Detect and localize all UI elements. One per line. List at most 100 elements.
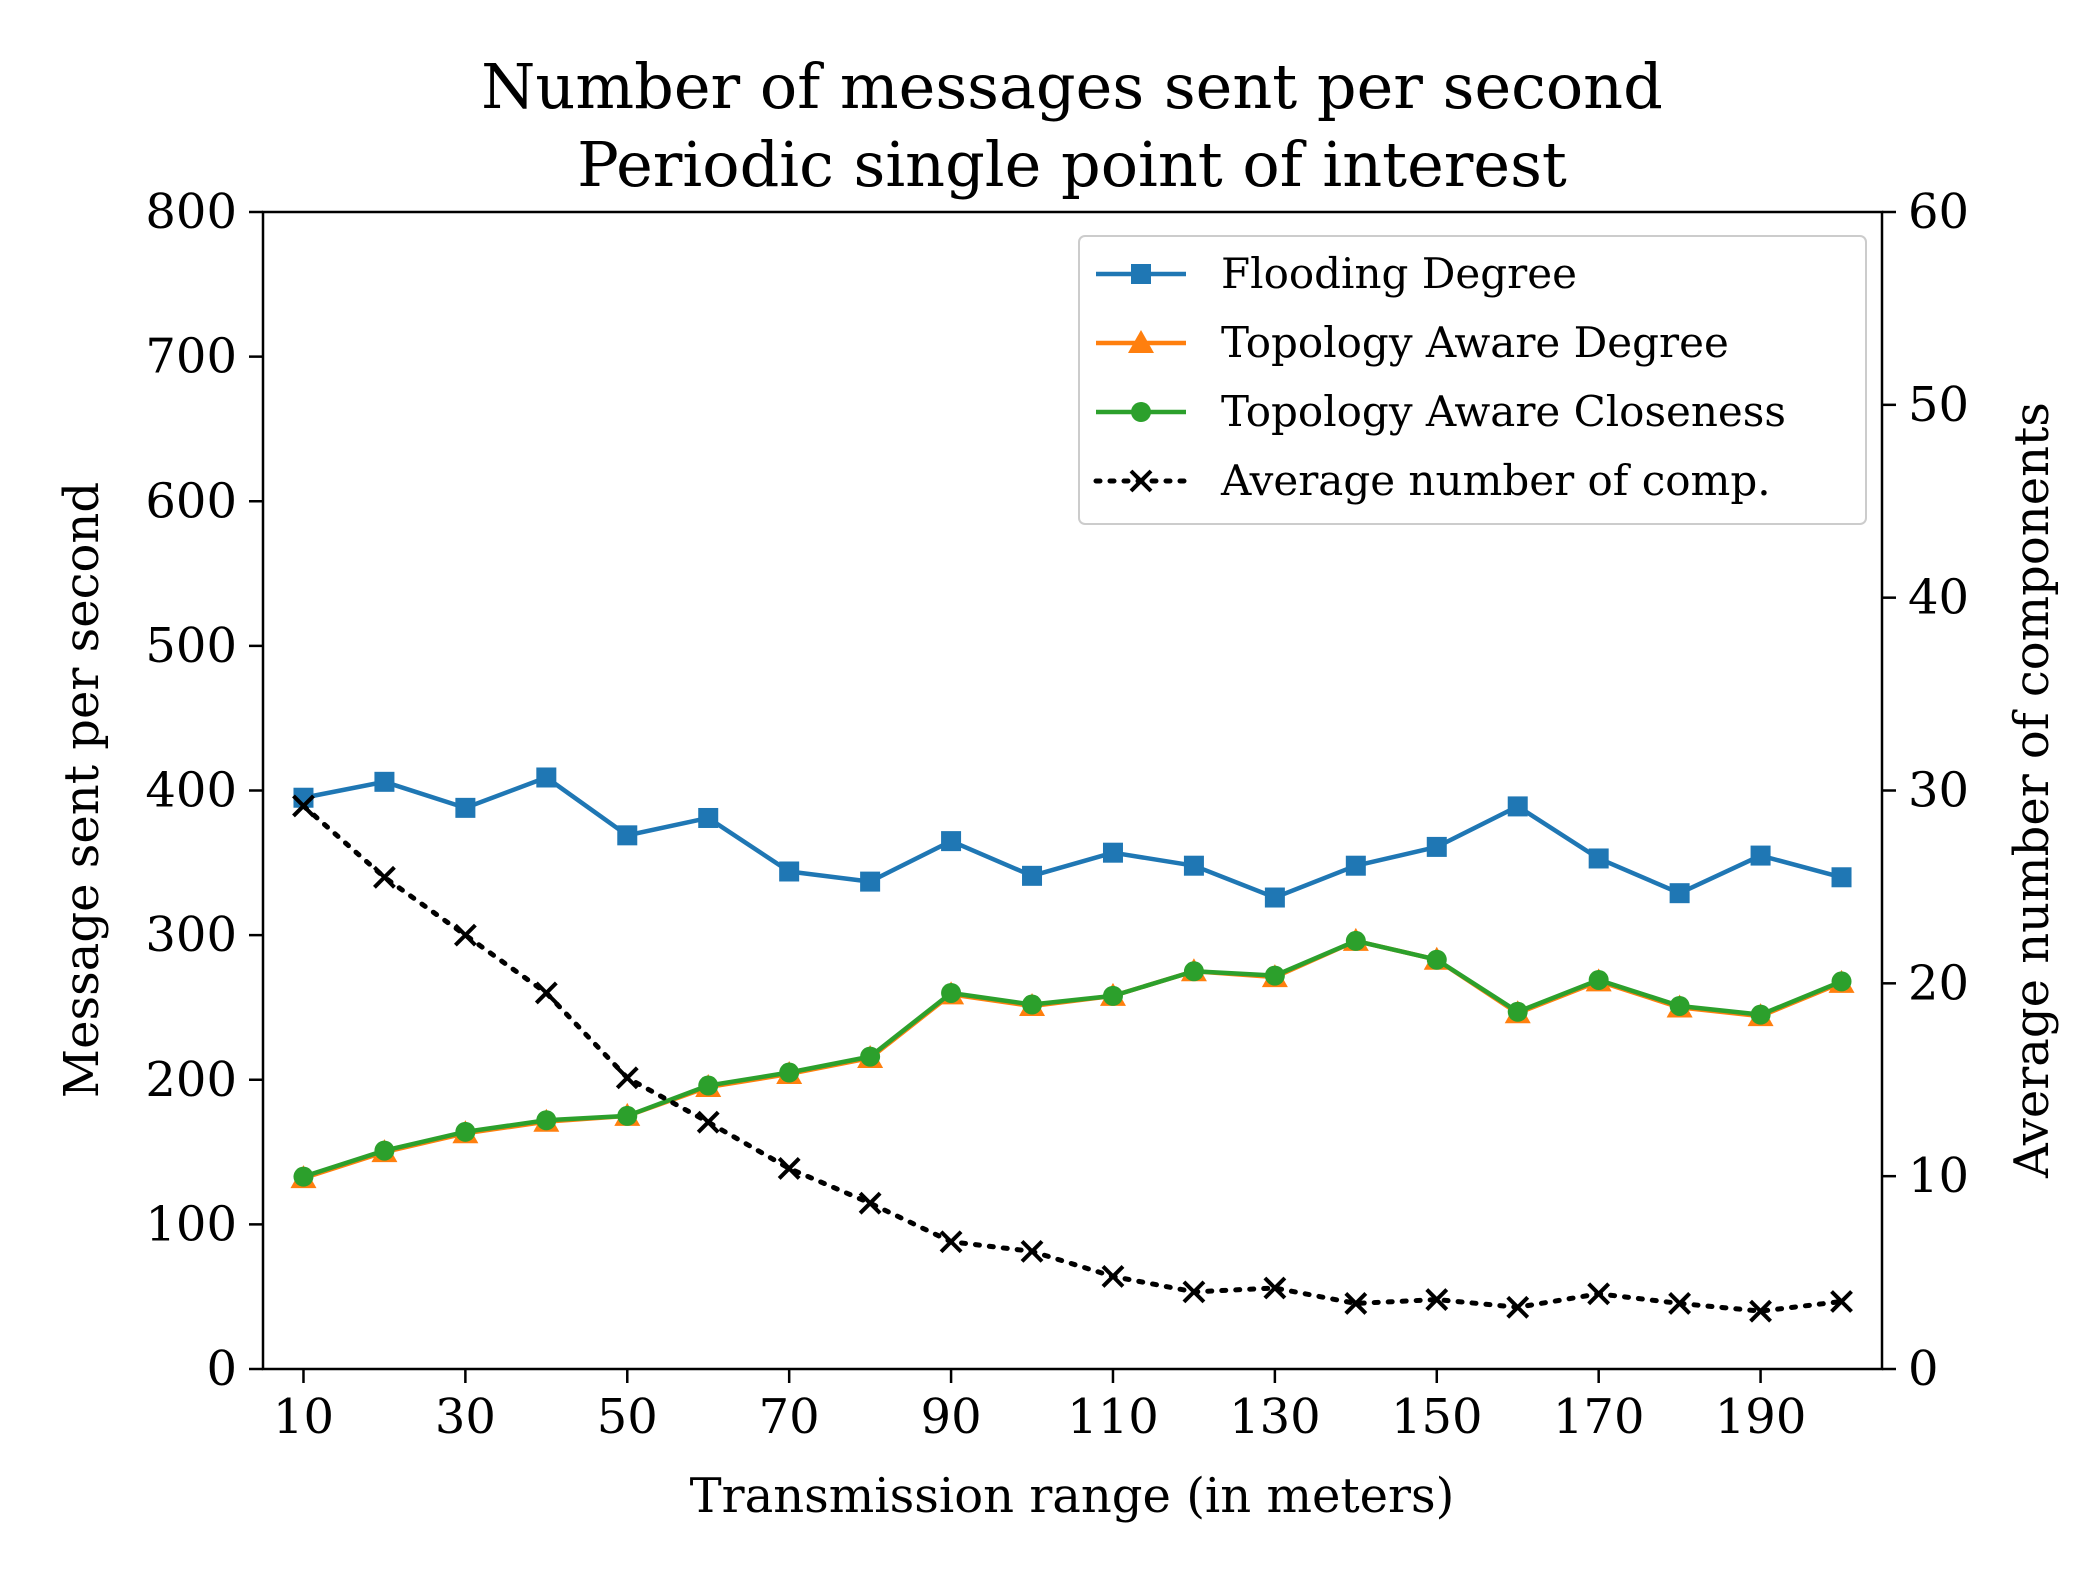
y-axis-right: 0 10 20 30 40 50 60 [1882,184,1969,1397]
data-point [777,1157,801,1180]
data-point [941,982,962,1003]
data-point [1263,1276,1287,1300]
data-point [1830,1290,1853,1313]
data-point [455,1121,476,1142]
data-point [779,861,800,882]
y-axis-label: Message sent per second [54,482,110,1098]
data-point [293,1166,314,1187]
y-tick-label: 500 [145,618,237,674]
data-point [696,1110,720,1134]
data-point [1588,848,1609,869]
legend-marker [1129,469,1153,493]
data-point [1183,855,1204,876]
data-point [941,831,962,852]
x-axis: 10 30 50 70 90 110 130 150 170 190 [273,1369,1806,1445]
y2-tick-label: 40 [1908,570,1969,626]
data-point [1264,887,1285,908]
data-point [698,1075,719,1096]
data-point [1750,1004,1771,1025]
x-tick-label: 150 [1391,1389,1483,1445]
data-point [1182,1280,1206,1304]
data-point [1831,867,1852,888]
data-point [1345,930,1366,951]
data-point [453,923,477,947]
data-point [1022,994,1043,1015]
y-tick-label: 100 [145,1196,237,1252]
data-point [1426,836,1447,857]
data-point [860,871,881,892]
data-point [1102,985,1123,1006]
x-tick-label: 30 [435,1389,496,1445]
legend-marker [1131,264,1151,284]
data-point [374,771,395,792]
series-line [302,938,1843,1179]
x-tick-label: 10 [273,1389,334,1445]
y-tick-label: 600 [145,473,237,529]
data-point [292,794,315,818]
data-point [1668,1292,1692,1315]
data-point [1022,865,1043,886]
data-point [617,825,638,846]
data-point [536,767,557,788]
data-point [860,1046,881,1067]
data-point [1102,842,1123,863]
data-point [1183,961,1204,982]
series-3 [293,930,1852,1187]
x-tick-label: 50 [597,1389,658,1445]
y2-axis-label: Average number of components [2004,402,2060,1179]
x-axis-label: Transmission range (in meters) [690,1468,1455,1524]
x-tick-label: 170 [1553,1389,1645,1445]
y2-tick-label: 10 [1908,1148,1969,1204]
legend-entry: Topology Aware Degree [1096,318,1729,367]
data-point [455,797,476,818]
legend-label: Topology Aware Closeness [1221,387,1786,436]
legend-marker [1128,330,1154,353]
y-tick-label: 800 [145,184,237,240]
legend-entry: Topology Aware Closeness [1096,387,1786,436]
plot-series [290,767,1855,1323]
legend-label: Topology Aware Degree [1221,318,1729,367]
series-4 [292,794,1853,1323]
legend-entry: Flooding Degree [1096,249,1577,298]
data-point [1749,1299,1772,1323]
legend-marker [1131,402,1151,422]
data-point [1101,1265,1125,1288]
y-tick-label: 400 [145,763,237,819]
chart-subtitle: Periodic single point of interest [577,128,1567,201]
data-point [1588,969,1609,990]
x-tick-label: 70 [759,1389,820,1445]
data-point [858,1191,882,1215]
y-tick-label: 300 [145,907,237,963]
y-tick-label: 0 [206,1341,237,1397]
y-tick-label: 700 [145,329,237,385]
data-point [534,981,558,1005]
y2-tick-label: 0 [1908,1341,1939,1397]
legend: Flooding Degree Topology Aware Degree Topo… [1078,235,1867,525]
series-line [303,775,1843,900]
data-point [1425,1288,1449,1311]
legend-label: Flooding Degree [1221,249,1577,298]
data-point [617,1105,638,1126]
y-axis-left: 0 100 200 300 400 500 600 700 800 [145,184,263,1397]
data-point [1506,1295,1530,1319]
data-point [1507,796,1528,817]
y2-tick-label: 60 [1908,184,1969,240]
y2-tick-label: 50 [1908,377,1969,433]
data-point [779,1062,800,1083]
data-point [373,865,396,889]
data-point [1669,995,1690,1016]
data-point [1020,1239,1044,1263]
y2-tick-label: 30 [1908,763,1969,819]
data-point [1587,1282,1611,1306]
x-tick-label: 130 [1229,1389,1321,1445]
data-point [1345,855,1366,876]
legend-box [1078,235,1867,525]
y2-tick-label: 20 [1908,955,1969,1011]
data-point [698,807,719,828]
data-point [939,1230,963,1254]
chart-title: Number of messages sent per second [481,50,1663,123]
data-point [1669,883,1690,904]
x-tick-label: 110 [1067,1389,1159,1445]
legend-label: Average number of comp. [1220,456,1771,505]
